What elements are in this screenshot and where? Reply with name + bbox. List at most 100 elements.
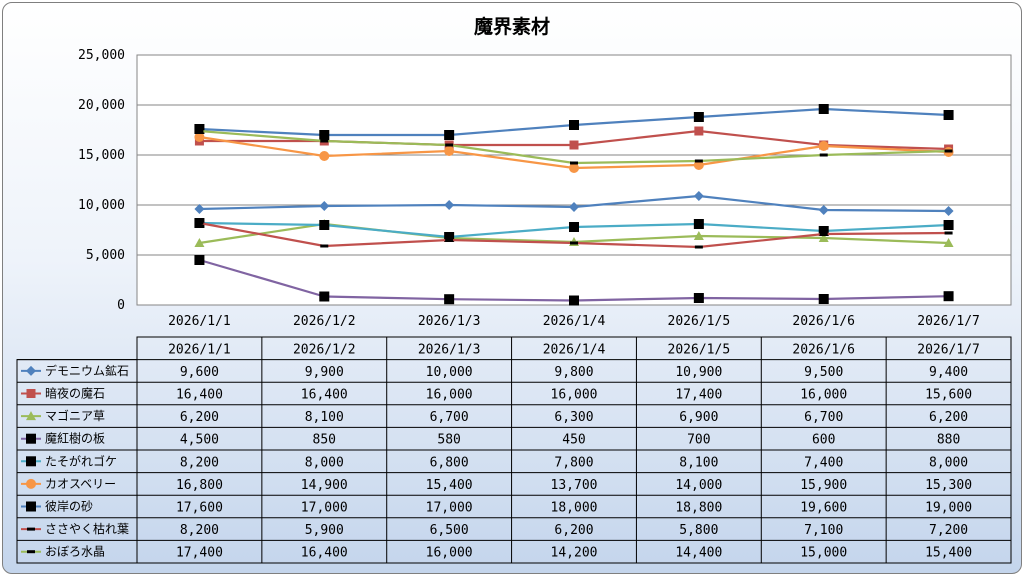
marker-dash-black (320, 139, 329, 143)
table-value-cell: 6,300 (554, 410, 593, 425)
marker-diamond (26, 365, 36, 376)
table-value-cell: 17,600 (176, 501, 223, 516)
table-header-cell: 2026/1/7 (917, 342, 980, 357)
marker-circle (569, 163, 579, 173)
marker-square-black (818, 104, 829, 114)
marker-square (694, 126, 704, 136)
series-name: 彼岸の砂 (45, 500, 93, 514)
table-value-cell: 9,800 (554, 365, 593, 380)
x-tick-label: 2026/1/2 (293, 314, 356, 329)
table-header-cell: 2026/1/2 (293, 342, 356, 357)
marker-square-black (319, 220, 330, 230)
marker-dash-black (570, 241, 578, 245)
table-header-cell: 2026/1/6 (792, 342, 855, 357)
series-name: たそがれゴケ (45, 453, 117, 468)
y-tick-label: 25,000 (78, 48, 125, 63)
series (195, 129, 953, 165)
marker-square-black (194, 124, 205, 134)
marker-dash-black (445, 238, 454, 242)
table-value-cell: 16,400 (301, 546, 348, 561)
table-value-cell: 8,100 (679, 455, 718, 470)
table-value-cell: 17,400 (176, 546, 223, 561)
data-table: 2026/1/1 2026/1/2 2026/1/3 2026/1/4 2026/1/5… (16, 336, 1012, 564)
x-tick-label: 2026/1/1 (168, 314, 231, 329)
table-value-cell: 18,000 (551, 501, 598, 516)
table-value-cell: 16,000 (426, 388, 473, 403)
marker-dash-black (944, 231, 953, 235)
table-value-cell: 16,400 (176, 388, 223, 403)
series (195, 221, 953, 249)
y-axis: 0 5,000 10,000 15,000 20,000 25,000 (78, 48, 125, 313)
marker-circle (194, 132, 205, 142)
table-value-cell: 8,100 (305, 410, 344, 425)
table-value-cell: 9,400 (929, 365, 968, 380)
marker-dash-black (694, 159, 703, 163)
table-value-cell: 19,600 (800, 501, 847, 516)
table-value-cell: 6,800 (430, 455, 469, 470)
table-value-cell: 17,000 (426, 501, 473, 516)
marker-diamond (194, 204, 205, 214)
marker-triangle (693, 231, 704, 240)
marker-square-black (444, 130, 455, 140)
marker-square-black (26, 433, 36, 444)
table-header-cell: 2026/1/5 (668, 342, 731, 357)
table-value-cell: 14,900 (301, 478, 348, 493)
table-value-cell: 6,200 (554, 523, 593, 538)
table-value-cell: 6,500 (430, 523, 469, 538)
table-value-cell: 15,400 (426, 478, 473, 493)
series-name: ささやく枯れ葉 (45, 521, 129, 536)
marker-square-black (569, 120, 579, 130)
marker-dash-black (195, 129, 204, 133)
marker-square (569, 140, 579, 150)
marker-dash-black (445, 143, 454, 147)
marker-square-black (319, 130, 330, 140)
marker-square-black (26, 456, 36, 467)
y-tick-label: 0 (117, 298, 125, 313)
table-value-cell: 15,400 (925, 546, 972, 561)
y-tick-label: 10,000 (78, 198, 125, 213)
marker-diamond (818, 205, 829, 215)
table-value-cell: 14,200 (551, 546, 598, 561)
marker-triangle (194, 238, 205, 247)
x-tick-label: 2026/1/7 (917, 314, 980, 329)
marker-square-black (569, 222, 579, 232)
table-value-cell: 580 (437, 433, 460, 448)
table-value-cell: 13,700 (551, 478, 598, 493)
marker-square-black (943, 110, 954, 120)
table-value-cell: 14,000 (675, 478, 722, 493)
marker-square-black (818, 294, 829, 304)
marker-square-black (319, 291, 330, 302)
table-value-cell: 15,300 (925, 478, 972, 493)
marker-dash-black (819, 232, 828, 236)
marker-square-black (194, 255, 205, 265)
table-value-cell: 6,200 (929, 410, 968, 425)
series-name: 魔紅樹の板 (45, 431, 105, 446)
x-axis: 2026/1/1 2026/1/2 2026/1/3 2026/1/4 2026/1/5… (168, 314, 980, 329)
table-header-cell: 2026/1/1 (168, 342, 231, 357)
x-tick-label: 2026/1/4 (543, 314, 606, 329)
table-value-cell: 6,700 (430, 410, 469, 425)
marker-square-black (569, 295, 579, 306)
marker-square-black (693, 293, 704, 303)
series-name: デモニウム鉱石 (45, 363, 129, 378)
table-value-cell: 700 (687, 433, 710, 448)
marker-dash-black (944, 149, 953, 153)
series-name: カオスベリー (45, 477, 116, 491)
marker-diamond (444, 200, 455, 210)
marker-square-black (818, 226, 829, 236)
table-value-cell: 16,000 (551, 388, 598, 403)
series-name: 暗夜の魔石 (45, 386, 105, 401)
series (194, 255, 954, 306)
marker-diamond (569, 202, 579, 212)
marker-square-black (943, 291, 954, 302)
marker-circle (818, 141, 829, 151)
table-header-cell: 2026/1/4 (543, 342, 606, 357)
table-value-cell: 9,900 (305, 365, 344, 380)
marker-square-black (693, 219, 704, 229)
table-value-cell: 14,400 (675, 546, 722, 561)
table-value-cell: 9,500 (804, 365, 843, 380)
table-value-cell: 5,900 (305, 523, 344, 538)
series-name: おぼろ水晶 (45, 545, 105, 559)
marker-dash-black (27, 527, 35, 531)
